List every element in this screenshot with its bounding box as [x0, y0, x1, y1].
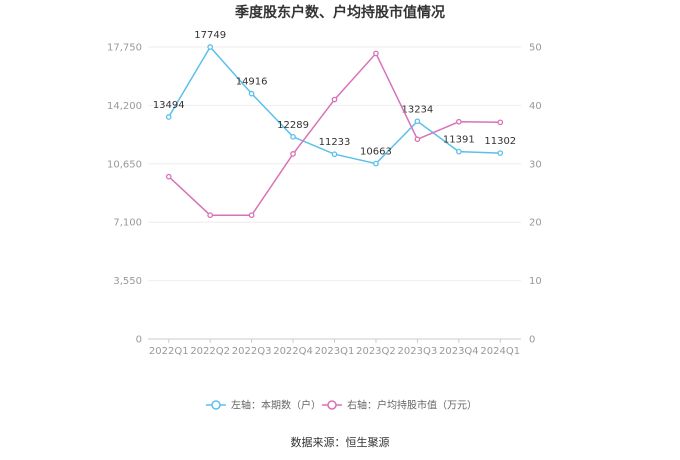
series-1-point[interactable]: [331, 96, 338, 103]
series-0-point[interactable]: [497, 150, 504, 156]
right-axis-tick-label: 40: [529, 101, 542, 112]
x-axis-tick-label: 2023Q3: [398, 346, 438, 357]
x-axis-tick-label: 2022Q3: [232, 346, 272, 357]
right-axis: 0 10 20 30 40 50: [529, 43, 542, 346]
series-1-point[interactable]: [414, 136, 421, 143]
series-0-point[interactable]: [373, 160, 379, 167]
data-label: 11391: [443, 135, 475, 146]
series-layer: 13494 17749 14916 12289 11233 10663 13234 11391…: [153, 30, 516, 219]
series-0-point[interactable]: [331, 151, 338, 158]
source-label: 数据来源：恒生聚源: [291, 435, 390, 449]
series-1-point[interactable]: [497, 119, 504, 126]
grid-lines: [148, 46, 521, 340]
data-label: 13494: [153, 100, 185, 111]
right-axis-tick-label: 0: [529, 335, 535, 346]
series-1-point[interactable]: [165, 173, 172, 180]
left-axis-tick-label: 0: [136, 335, 142, 346]
left-axis: 0 3,550 7,100 10,650 14,200 17,750: [107, 43, 142, 346]
x-axis-tick-label: 2024Q1: [480, 346, 520, 357]
data-label: 12289: [277, 120, 309, 131]
series-1-point[interactable]: [373, 50, 379, 57]
series-1-point[interactable]: [207, 212, 214, 219]
left-axis-tick-label: 3,550: [113, 276, 142, 287]
x-axis-tick-label: 2022Q2: [190, 346, 230, 357]
series-1-point[interactable]: [248, 212, 255, 219]
legend-label[interactable]: 左轴：本期数（户）: [231, 399, 321, 412]
left-axis-tick-label: 17,750: [107, 43, 142, 54]
x-axis: 2022Q1 2022Q2 2022Q3 2022Q4 2023Q1 2023Q2 2023…: [149, 339, 520, 357]
series-0-point[interactable]: [414, 118, 421, 125]
data-label: 14916: [236, 77, 268, 88]
left-axis-tick-label: 14,200: [107, 101, 142, 112]
data-label: 11233: [319, 137, 351, 148]
series-0-point[interactable]: [248, 90, 255, 97]
series-0-point[interactable]: [455, 148, 462, 155]
data-label: 10663: [360, 147, 392, 158]
legend: 左轴：本期数（户） 右轴：户均持股市值（万元）: [206, 399, 477, 412]
series-1-point[interactable]: [290, 151, 296, 157]
left-axis-tick-label: 10,650: [107, 159, 142, 170]
x-axis-tick-label: 2023Q4: [439, 346, 479, 357]
series-1-point[interactable]: [455, 118, 462, 125]
data-label: 11302: [484, 136, 516, 147]
legend-label[interactable]: 右轴：户均持股市值（万元）: [347, 399, 477, 412]
left-axis-tick-label: 7,100: [113, 218, 142, 229]
data-label: 17749: [194, 30, 226, 41]
x-axis-tick-label: 2023Q1: [315, 346, 355, 357]
right-axis-tick-label: 20: [529, 218, 542, 229]
x-axis-tick-label: 2023Q2: [356, 346, 396, 357]
chart-title: 季度股东户数、户均持股市值情况: [234, 4, 445, 21]
series-0-point[interactable]: [207, 44, 214, 50]
legend-swatch-marker: [211, 400, 221, 410]
series-0-point[interactable]: [290, 133, 296, 140]
right-axis-tick-label: 10: [529, 276, 542, 287]
x-axis-tick-label: 2022Q1: [149, 346, 189, 357]
right-axis-tick-label: 50: [529, 43, 542, 54]
series-0-point[interactable]: [165, 114, 172, 120]
right-axis-tick-label: 30: [529, 159, 542, 170]
data-label: 13234: [401, 104, 433, 115]
legend-swatch-marker: [327, 400, 337, 410]
x-axis-tick-label: 2022Q4: [273, 346, 313, 357]
